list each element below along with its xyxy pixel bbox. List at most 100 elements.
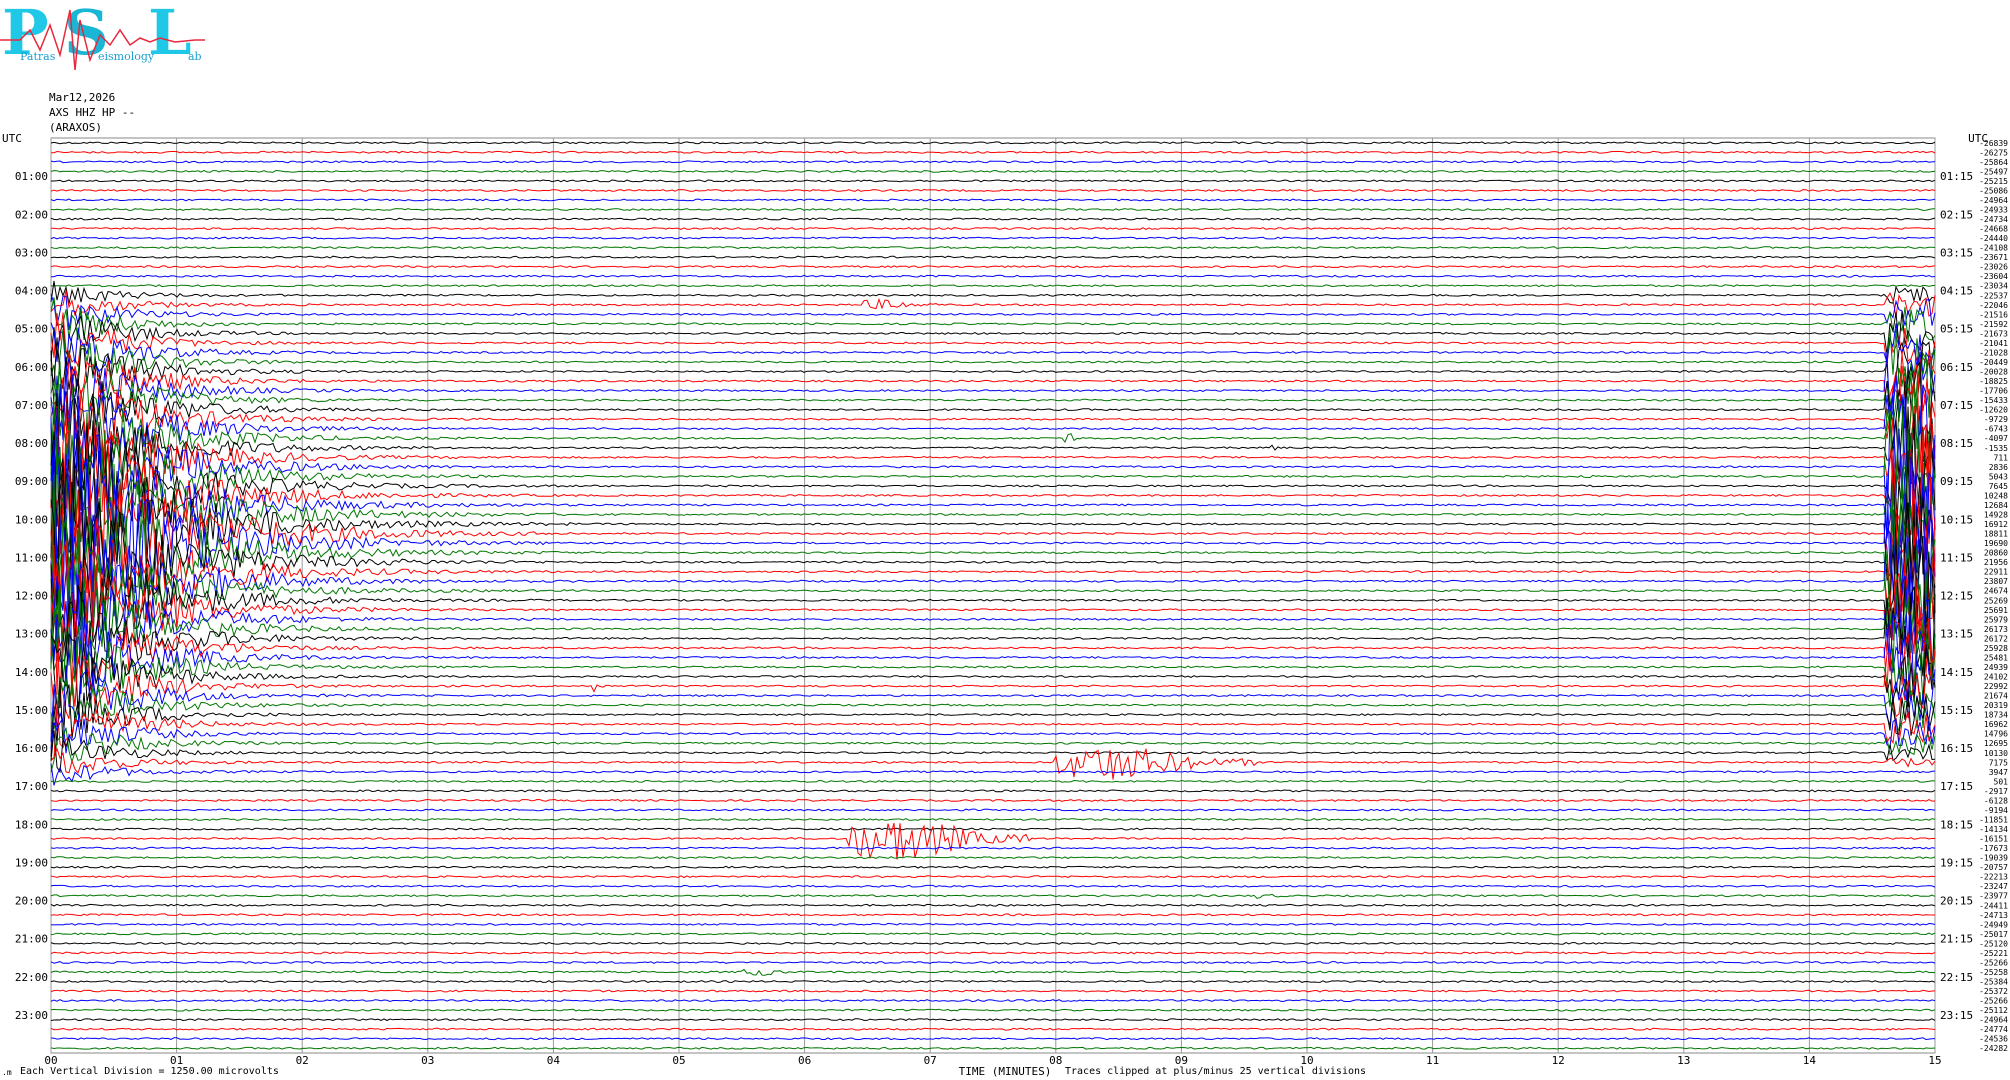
left-time-label: 15:00 [15,704,48,717]
trace-offset-label: -11851 [1979,815,2008,824]
left-time-label: 21:00 [15,933,48,946]
seismic-trace [50,418,1936,609]
trace-offset-label: -25221 [1979,949,2008,958]
seismic-trace [51,284,1936,288]
seismic-trace [50,351,1936,450]
right-time-label: 16:15 [1940,742,1973,755]
left-time-label: 13:00 [15,628,48,641]
seismic-trace [50,198,1936,202]
seismic-trace [50,999,1936,1003]
trace-offset-label: -19039 [1979,854,2008,863]
x-tick-label: 10 [1300,1054,1313,1067]
trace-offset-label: 10248 [1984,491,2008,500]
left-time-label: 03:00 [15,246,48,259]
seismic-trace [50,350,1936,475]
left-time-label: 17:00 [15,780,48,793]
x-tick-label: 12 [1552,1054,1565,1067]
right-time-label: 17:15 [1940,780,1973,793]
right-time-label: 15:15 [1940,704,1973,717]
logo-word-patras: Patras [20,50,56,63]
seismic-trace [50,439,1936,622]
seismic-trace [50,865,1936,869]
trace-offset-label: -25266 [1979,997,2008,1006]
seismic-trace [50,535,1936,659]
logo-word-seismology: eismology [98,50,155,63]
trace-offset-label: -26275 [1979,148,2008,157]
trace-offset-label: -24964 [1979,1016,2008,1025]
seismic-trace [50,280,1936,304]
seismic-trace [50,217,1936,221]
seismic-trace [50,349,1936,426]
left-time-label: 18:00 [15,818,48,831]
seismic-trace [50,265,1936,269]
seismic-trace [50,763,1936,786]
trace-offset-label: -24964 [1979,196,2008,205]
seismic-trace [50,1037,1936,1041]
left-time-label: 08:00 [15,437,48,450]
trace-offset-label: -24536 [1979,1035,2008,1044]
right-time-label: 05:15 [1940,323,1973,336]
seismic-trace [50,922,1936,926]
trace-offset-label: 26172 [1984,634,2008,643]
trace-offset-label: 24939 [1984,663,2008,672]
trace-offset-label: -25266 [1979,958,2008,967]
seismic-trace [50,364,1936,473]
header-station: (ARAXOS) [49,121,102,134]
seismic-trace [50,632,1936,715]
seismic-trace [50,169,1936,173]
trace-offset-label: -14134 [1979,825,2008,834]
seismic-trace [50,406,1936,586]
seismic-trace [50,798,1936,802]
logo-wave-icon [0,9,205,71]
seismic-trace [50,556,1936,678]
right-time-label: 23:15 [1940,1009,1973,1022]
trace-offset-label: -6743 [1984,425,2008,434]
trace-offset-label: -17706 [1979,387,2008,396]
left-time-label: 10:00 [15,513,48,526]
seismic-trace [50,730,1936,774]
trace-offset-label: 12695 [1984,739,2008,748]
seismic-trace [50,779,1936,783]
right-time-label: 13:15 [1940,628,1973,641]
trace-offset-label: -25120 [1979,939,2008,948]
left-time-label: 12:00 [15,590,48,603]
trace-offset-label: -20449 [1979,358,2008,367]
seismic-trace [50,747,1936,780]
footer-marker: .m [2,1068,12,1077]
seismic-trace [50,875,1936,879]
trace-offset-label: 25928 [1984,644,2008,653]
trace-offset-label: 5043 [1989,472,2008,481]
trace-offset-label: -24713 [1979,911,2008,920]
logo-word-lab: ab [188,50,202,63]
right-time-label: 02:15 [1940,208,1973,221]
trace-offset-label: 501 [1994,777,2009,786]
seismic-trace [50,680,1936,757]
trace-offset-label: -25258 [1979,968,2008,977]
trace-offset-label: -24774 [1979,1025,2008,1034]
seismic-trace [50,932,1936,936]
seismic-trace [50,337,1936,409]
trace-offset-label: -20757 [1979,863,2008,872]
seismic-trace [50,255,1936,259]
seismic-trace [50,401,1936,527]
seismic-trace [50,352,1935,441]
x-tick-label: 01 [170,1054,183,1067]
seismic-trace [50,160,1936,164]
trace-offset-label: -9729 [1984,415,2008,424]
seismic-trace [50,564,1936,708]
seismic-trace [50,1046,1936,1050]
seismic-trace [50,569,1936,683]
trace-offset-label: -20028 [1979,368,2008,377]
x-axis-title: TIME (MINUTES) [959,1065,1052,1078]
header-channel: AXS HHZ HP -- [49,106,136,119]
trace-offset-label: 22911 [1984,568,2008,577]
left-time-label: 06:00 [15,361,48,374]
seismic-trace [50,653,1936,720]
x-tick-label: 03 [421,1054,434,1067]
left-time-label: 16:00 [15,742,48,755]
trace-offset-label: 21956 [1984,558,2008,567]
x-tick-label: 11 [1426,1054,1439,1067]
x-tick-label: 07 [924,1054,937,1067]
left-time-label: 04:00 [15,285,48,298]
seismic-trace [50,961,1936,964]
